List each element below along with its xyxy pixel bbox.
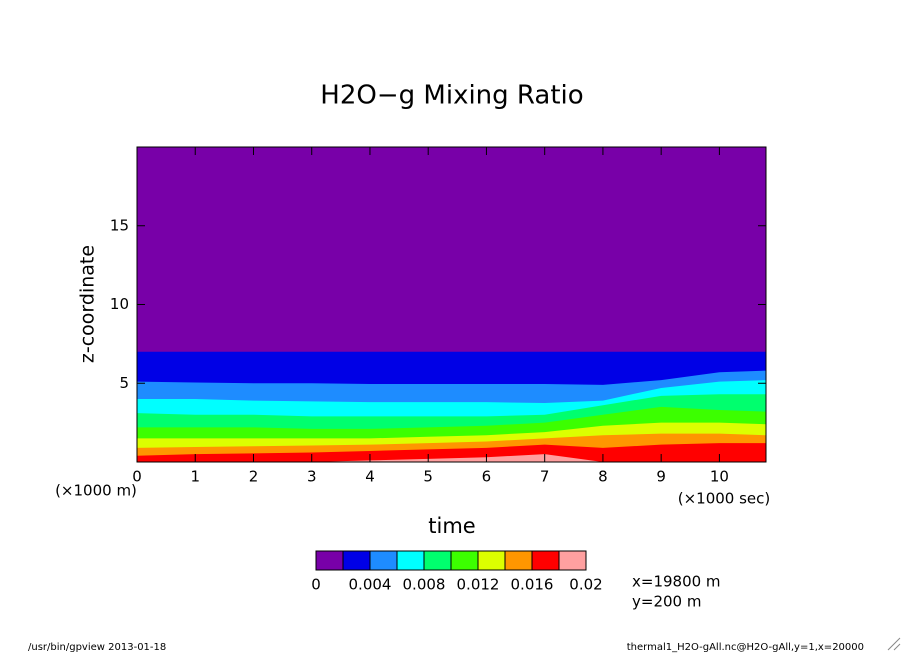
colorbar-box — [342, 550, 371, 571]
x-tick-label: 0 — [132, 468, 142, 486]
colorbar-tick-label: 0.008 — [403, 576, 446, 594]
x-tick-label: 10 — [710, 468, 729, 486]
x-tick-label: 3 — [307, 468, 317, 486]
y-tick-label: 15 — [110, 216, 129, 234]
resize-grip — [887, 637, 901, 651]
colorbar-box — [504, 550, 533, 571]
colorbar-tick-label: 0.016 — [511, 576, 554, 594]
y-tick-label: 5 — [119, 374, 129, 392]
y-tick-label: 10 — [110, 295, 129, 313]
chart-title: H2O−g Mixing Ratio — [320, 81, 583, 111]
colorbar-tick-label: 0.004 — [349, 576, 392, 594]
x-tick-label: 8 — [598, 468, 608, 486]
colorbar-tick-label: 0.012 — [457, 576, 500, 594]
y-axis-unit: (×1000 m) — [55, 482, 137, 500]
colorbar-box — [315, 550, 344, 571]
colorbar-box — [369, 550, 398, 571]
colorbar-box — [423, 550, 452, 571]
contour-band — [137, 454, 766, 462]
contour-band — [137, 443, 766, 462]
colorbar-box — [477, 550, 506, 571]
footer-right: thermal1_H2O-gAll.nc@H2O-gAll,y=1,x=2000… — [627, 642, 864, 653]
x-tick-label: 7 — [540, 468, 550, 486]
x-tick-label: 6 — [482, 468, 492, 486]
colorbar-box — [450, 550, 479, 571]
colorbar-box — [531, 550, 560, 571]
annotation: x=19800 m — [632, 573, 721, 591]
x-axis-label: time — [428, 514, 475, 538]
x-tick-label: 4 — [365, 468, 375, 486]
colorbar-tick-label: 0 — [311, 576, 321, 594]
x-tick-label: 5 — [423, 468, 433, 486]
footer-left: /usr/bin/gpview 2013-01-18 — [28, 642, 166, 653]
x-tick-label: 2 — [249, 468, 259, 486]
x-axis-unit: (×1000 sec) — [678, 490, 771, 508]
annotation: y=200 m — [632, 593, 701, 611]
resize-grip — [893, 643, 901, 651]
colorbar-tick-label: 0.02 — [569, 576, 602, 594]
y-axis-label: z-coordinate — [77, 245, 99, 363]
colorbar-box — [558, 550, 587, 571]
x-tick-label: 9 — [656, 468, 666, 486]
x-tick-label: 1 — [190, 468, 200, 486]
colorbar-box — [396, 550, 425, 571]
